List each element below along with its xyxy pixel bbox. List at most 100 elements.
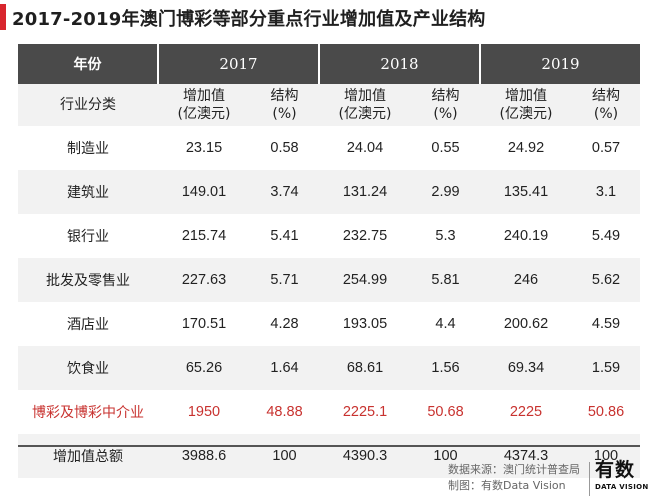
value-cell: 23.15: [158, 126, 250, 170]
industry-label: 批发及零售业: [18, 258, 158, 302]
industry-label: 制造业: [18, 126, 158, 170]
value-cell: 24.92: [480, 126, 572, 170]
share-cell: 4.4: [411, 302, 480, 346]
title-accent-bar: [0, 4, 6, 30]
value-cell: 254.99: [319, 258, 411, 302]
year-header-2018: 2018: [319, 44, 481, 84]
table-row: 制造业 23.15 0.58 24.04 0.55 24.92 0.57: [18, 126, 640, 170]
data-source-text: 数据来源：澳门统计普查局: [448, 463, 580, 476]
brand-logo: 有数 DATA VISION: [595, 458, 651, 498]
share-cell: 4.28: [250, 302, 319, 346]
table-row: 建筑业 149.01 3.74 131.24 2.99 135.41 3.1: [18, 170, 640, 214]
table-bottom-rule: [18, 445, 640, 447]
industry-label: 增加值总额: [18, 434, 158, 478]
value-header-line1: 增加值: [505, 88, 547, 104]
value-cell: 135.41: [480, 170, 572, 214]
share-cell: 0.57: [572, 126, 640, 170]
share-header-line1: 结构: [592, 88, 620, 104]
share-cell: 5.3: [411, 214, 480, 258]
value-cell: 200.62: [480, 302, 572, 346]
table-row: 增加值总额 3988.6 100 4390.3 100 4374.3 100: [18, 434, 640, 478]
table-row: 饮食业 65.26 1.64 68.61 1.56 69.34 1.59: [18, 346, 640, 390]
industry-category-header: 行业分类: [18, 84, 158, 126]
page-title: 2017-2019年澳门博彩等部分重点行业增加值及产业结构: [12, 9, 486, 30]
footer-divider: [589, 462, 590, 496]
share-cell: 100: [250, 434, 319, 478]
share-header-line2: (%): [593, 106, 619, 122]
table-row: 银行业 215.74 5.41 232.75 5.3 240.19 5.49: [18, 214, 640, 258]
logo-sub-text: DATA VISION: [595, 483, 649, 491]
share-header-2017: 结构 (%): [250, 84, 319, 126]
share-header-line2: (%): [272, 106, 297, 122]
industry-label: 银行业: [18, 214, 158, 258]
industry-table: 年份 2017 2018 2019 行业分类 增加值 (亿澳元) 结构 (%) 增加…: [18, 44, 640, 478]
value-header-line2: (亿澳元): [338, 106, 392, 122]
share-cell: 100: [411, 434, 480, 478]
value-cell: 193.05: [319, 302, 411, 346]
value-cell: 69.34: [480, 346, 572, 390]
share-cell: 100: [572, 434, 640, 478]
share-cell: 50.86: [572, 390, 640, 434]
value-header-2018: 增加值 (亿澳元): [319, 84, 411, 126]
share-header-line1: 结构: [431, 88, 460, 104]
industry-label: 博彩及博彩中介业: [18, 390, 158, 434]
value-cell: 68.61: [319, 346, 411, 390]
year-header-row: 年份 2017 2018 2019: [18, 44, 640, 84]
value-cell: 131.24: [319, 170, 411, 214]
chart-maker-text: 制图：有数Data Vision: [448, 479, 566, 492]
value-header-line1: 增加值: [344, 88, 386, 104]
value-cell: 240.19: [480, 214, 572, 258]
value-header-2017: 增加值 (亿澳元): [158, 84, 250, 126]
share-cell: 3.1: [572, 170, 640, 214]
share-cell: 4.59: [572, 302, 640, 346]
share-header-line1: 结构: [270, 88, 299, 104]
value-header-line1: 增加值: [183, 88, 225, 104]
value-cell: 65.26: [158, 346, 250, 390]
value-header-line2: (亿澳元): [177, 106, 231, 122]
share-cell: 5.41: [250, 214, 319, 258]
value-cell: 4374.3: [480, 434, 572, 478]
year-header-2017: 2017: [158, 44, 320, 84]
share-cell: 1.59: [572, 346, 640, 390]
share-cell: 5.62: [572, 258, 640, 302]
share-header-line2: (%): [433, 106, 458, 122]
share-cell: 1.56: [411, 346, 480, 390]
year-header-2019: 2019: [480, 44, 640, 84]
value-cell: 215.74: [158, 214, 250, 258]
share-cell: 50.68: [411, 390, 480, 434]
title-bar: 2017-2019年澳门博彩等部分重点行业增加值及产业结构: [0, 0, 655, 36]
share-header-2019: 结构 (%): [572, 84, 640, 126]
share-cell: 5.49: [572, 214, 640, 258]
value-cell: 1950: [158, 390, 250, 434]
value-cell: 227.63: [158, 258, 250, 302]
industry-label: 饮食业: [18, 346, 158, 390]
value-cell: 170.51: [158, 302, 250, 346]
value-cell: 24.04: [319, 126, 411, 170]
value-header-2019: 增加值 (亿澳元): [480, 84, 572, 126]
industry-table-container: 年份 2017 2018 2019 行业分类 增加值 (亿澳元) 结构 (%) 增加…: [18, 44, 640, 478]
industry-label: 建筑业: [18, 170, 158, 214]
value-cell: 3988.6: [158, 434, 250, 478]
share-cell: 3.74: [250, 170, 319, 214]
source-note: 数据来源：澳门统计普查局 制图：有数Data Vision: [448, 462, 580, 494]
share-cell: 0.55: [411, 126, 480, 170]
table-row: 批发及零售业 227.63 5.71 254.99 5.81 246 5.62: [18, 258, 640, 302]
value-cell: 246: [480, 258, 572, 302]
share-cell: 0.58: [250, 126, 319, 170]
share-cell: 2.99: [411, 170, 480, 214]
value-cell: 2225: [480, 390, 572, 434]
share-cell: 5.71: [250, 258, 319, 302]
share-cell: 1.64: [250, 346, 319, 390]
value-cell: 149.01: [158, 170, 250, 214]
subheader-row: 行业分类 增加值 (亿澳元) 结构 (%) 增加值 (亿澳元) 结构 (%) 增加值 (亿…: [18, 84, 640, 126]
logo-main-text: 有数: [595, 459, 636, 481]
value-cell: 2225.1: [319, 390, 411, 434]
year-column-header: 年份: [18, 44, 159, 84]
share-header-2018: 结构 (%): [411, 84, 480, 126]
share-cell: 5.81: [411, 258, 480, 302]
share-cell: 48.88: [250, 390, 319, 434]
table-row: 酒店业 170.51 4.28 193.05 4.4 200.62 4.59: [18, 302, 640, 346]
value-cell: 232.75: [319, 214, 411, 258]
table-row: 博彩及博彩中介业 1950 48.88 2225.1 50.68 2225 50.86: [18, 390, 640, 434]
value-cell: 4390.3: [319, 434, 411, 478]
